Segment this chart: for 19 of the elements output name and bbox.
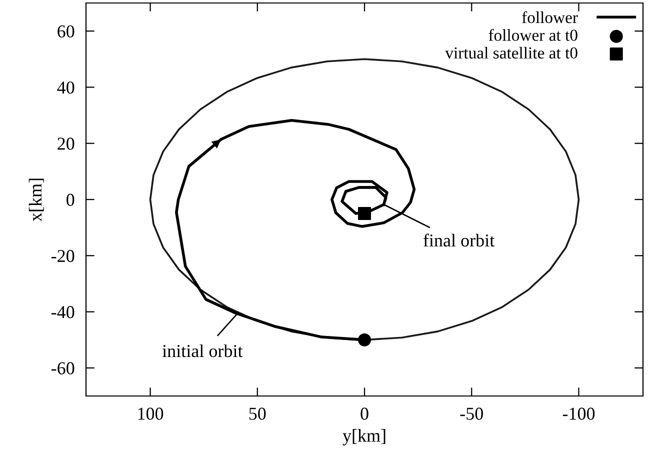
x-tick-label: -50	[460, 408, 483, 420]
y-tick-label: 40	[57, 81, 74, 94]
x-tick-label: 0	[360, 408, 368, 420]
y-axis-title: x[km]	[28, 178, 44, 222]
legend-label: follower at t0	[488, 28, 578, 41]
y-tick-label: -60	[51, 362, 74, 374]
x-tick-label: -100	[562, 408, 595, 420]
annotation: initial orbit	[162, 344, 243, 358]
legend-label: virtual satellite at t0	[445, 46, 578, 59]
x-tick-label: 100	[138, 408, 164, 420]
y-tick-label: 0	[66, 194, 74, 206]
x-axis-title: y[km]	[342, 429, 386, 446]
x-tick-label: 50	[249, 408, 266, 420]
y-tick-label: 60	[58, 25, 74, 38]
annotation: final orbit	[423, 234, 495, 247]
y-tick-label: -40	[51, 306, 74, 318]
legend-label: follower	[522, 11, 578, 24]
y-tick-label: -20	[51, 250, 74, 262]
y-tick-label: 20	[58, 138, 74, 150]
